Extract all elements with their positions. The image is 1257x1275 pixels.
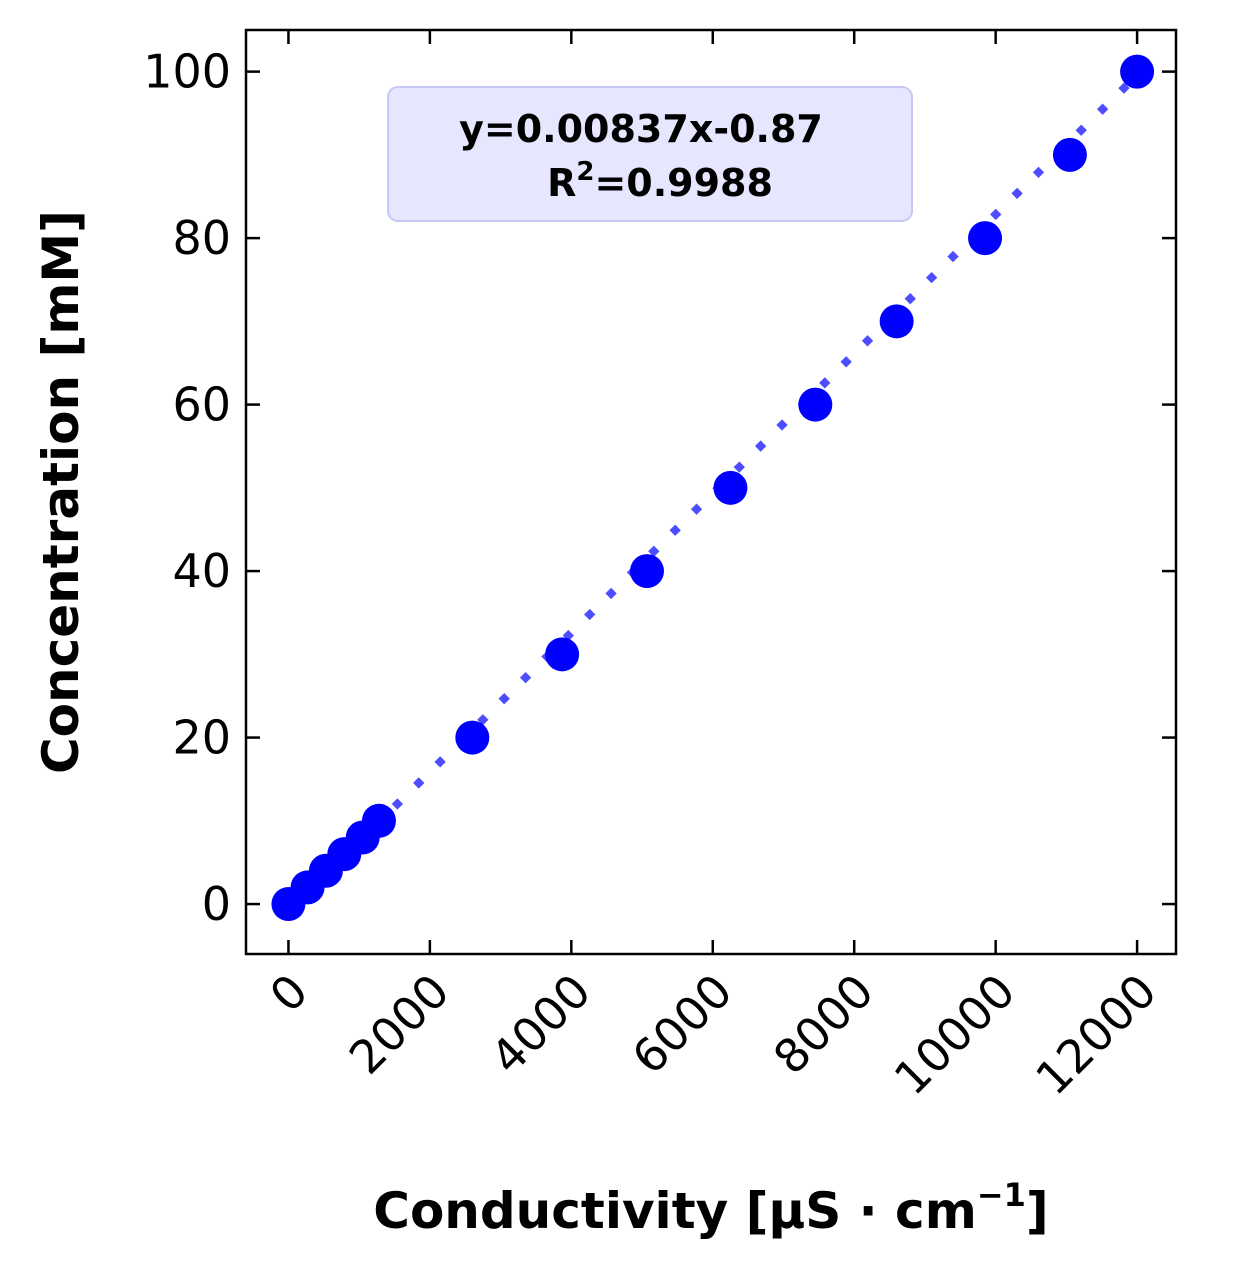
x-tick-label: 6000 [622,964,743,1085]
x-tick-label: 0 [259,964,318,1023]
x-tick-label: 10000 [884,964,1026,1106]
data-point [713,470,748,505]
data-point [1120,54,1155,89]
x-axis-title-main: Conductivity [µS · cm [373,1182,977,1240]
data-point [879,304,914,339]
equation-annotation: y=0.00837x-0.87 R2=0.9988 [387,86,913,222]
data-point [361,803,396,838]
y-tick-label: 80 [172,211,231,265]
data-point [545,637,580,672]
y-axis-ticks: 0 20 40 60 80 100 [143,45,1176,931]
data-point [629,554,664,589]
equation-text: y=0.00837x-0.87 [459,107,823,151]
x-tick-label: 8000 [763,964,884,1085]
plot-frame [244,28,1178,956]
x-axis-title-exponent: −1 [977,1176,1026,1214]
y-tick-label: 100 [143,45,231,99]
r-squared-exponent: 2 [576,157,594,187]
data-point [968,221,1003,256]
data-point [798,387,833,422]
x-tick-label: 4000 [480,964,601,1085]
x-tick-label: 2000 [339,964,460,1085]
x-tick-label: 12000 [1025,964,1167,1106]
data-point [1052,137,1087,172]
x-axis-title: Conductivity [µS · cm−1] [373,1176,1048,1240]
r-squared-value: =0.9988 [594,161,772,205]
y-tick-label: 40 [172,544,231,598]
equation-box [387,86,913,222]
x-axis-title-end: ] [1026,1182,1049,1240]
r-squared-text: R2=0.9988 [547,157,773,205]
r-squared-symbol: R [547,161,576,205]
y-tick-label: 20 [172,711,231,765]
data-points-layer [271,54,1155,922]
y-tick-label: 0 [202,877,231,931]
data-point [455,720,490,755]
y-axis-title: Concentration [mM] [32,210,90,774]
y-tick-label: 60 [172,378,231,432]
